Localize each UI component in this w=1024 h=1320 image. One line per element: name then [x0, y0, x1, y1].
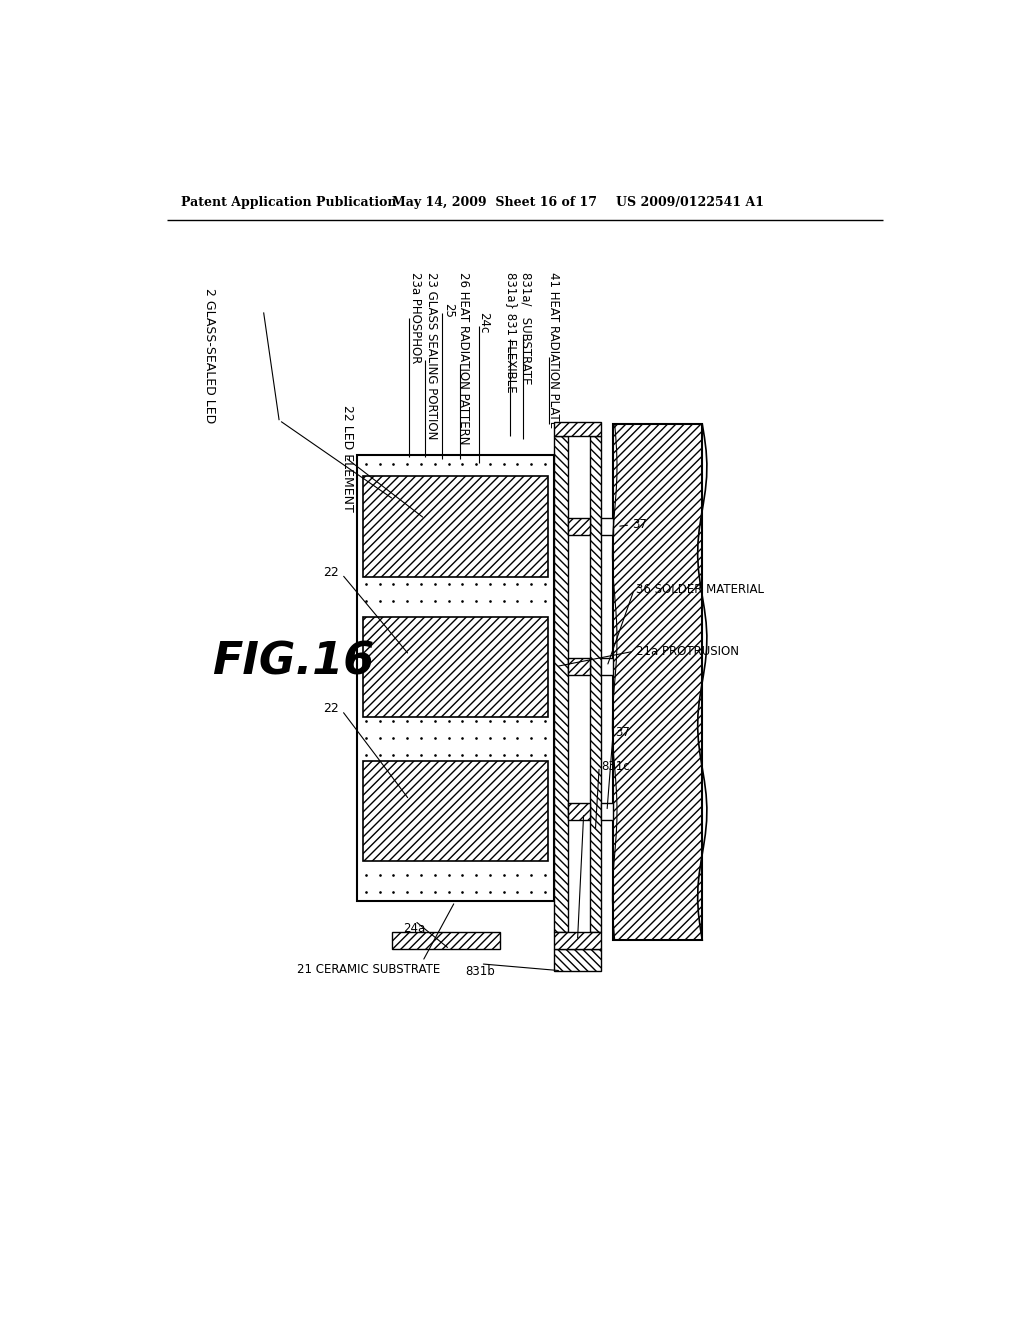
Text: 24a: 24a [403, 923, 426, 936]
Text: Patent Application Publication: Patent Application Publication [180, 197, 396, 209]
Text: 37: 37 [614, 726, 630, 739]
Text: FIG.16: FIG.16 [212, 640, 374, 684]
Text: May 14, 2009  Sheet 16 of 17: May 14, 2009 Sheet 16 of 17 [391, 197, 597, 209]
Bar [362, 616, 548, 717]
Text: 21 CERAMIC SUBSTRATE: 21 CERAMIC SUBSTRATE [297, 964, 440, 975]
Text: 23 GLASS SEALING PORTION: 23 GLASS SEALING PORTION [425, 272, 438, 440]
Text: 831a} 831 FLEXIBLE: 831a} 831 FLEXIBLE [506, 272, 518, 393]
Text: 22: 22 [323, 702, 339, 715]
Text: US 2009/0122541 A1: US 2009/0122541 A1 [616, 197, 764, 209]
Text: 41 HEAT RADIATION PLATE: 41 HEAT RADIATION PLATE [547, 272, 559, 429]
Bar [601, 517, 613, 535]
Text: 24c: 24c [477, 313, 489, 334]
Text: 831a/   SUBSTRATE: 831a/ SUBSTRATE [519, 272, 532, 385]
Text: 25: 25 [442, 304, 455, 318]
Bar [601, 803, 613, 820]
Bar [554, 436, 568, 932]
Bar [356, 455, 554, 902]
Bar [362, 477, 548, 577]
Text: 831c: 831c [601, 760, 630, 774]
Text: 22 LED ELEMENT: 22 LED ELEMENT [341, 405, 354, 512]
Text: 36 SOLDER MATERIAL: 36 SOLDER MATERIAL [636, 583, 764, 597]
Text: 37: 37 [632, 519, 646, 532]
Bar [613, 424, 702, 940]
Bar [391, 932, 500, 949]
Text: 2 GLASS-SEALED LED: 2 GLASS-SEALED LED [203, 288, 216, 422]
Text: 26 HEAT RADIATION PATTERN: 26 HEAT RADIATION PATTERN [458, 272, 470, 445]
Text: 24b: 24b [586, 807, 608, 820]
Text: 831b: 831b [466, 965, 496, 978]
Bar [568, 803, 590, 820]
Bar [362, 762, 548, 862]
Text: 23a PHOSPHOR: 23a PHOSPHOR [410, 272, 422, 364]
Bar [590, 436, 601, 932]
Text: 21a PROTRUSION: 21a PROTRUSION [636, 644, 738, 657]
Bar [568, 659, 590, 675]
Bar [554, 932, 601, 949]
Bar [554, 422, 601, 436]
Bar [554, 949, 601, 970]
Bar [601, 659, 613, 675]
Bar [568, 517, 590, 535]
Text: 22: 22 [323, 566, 339, 579]
